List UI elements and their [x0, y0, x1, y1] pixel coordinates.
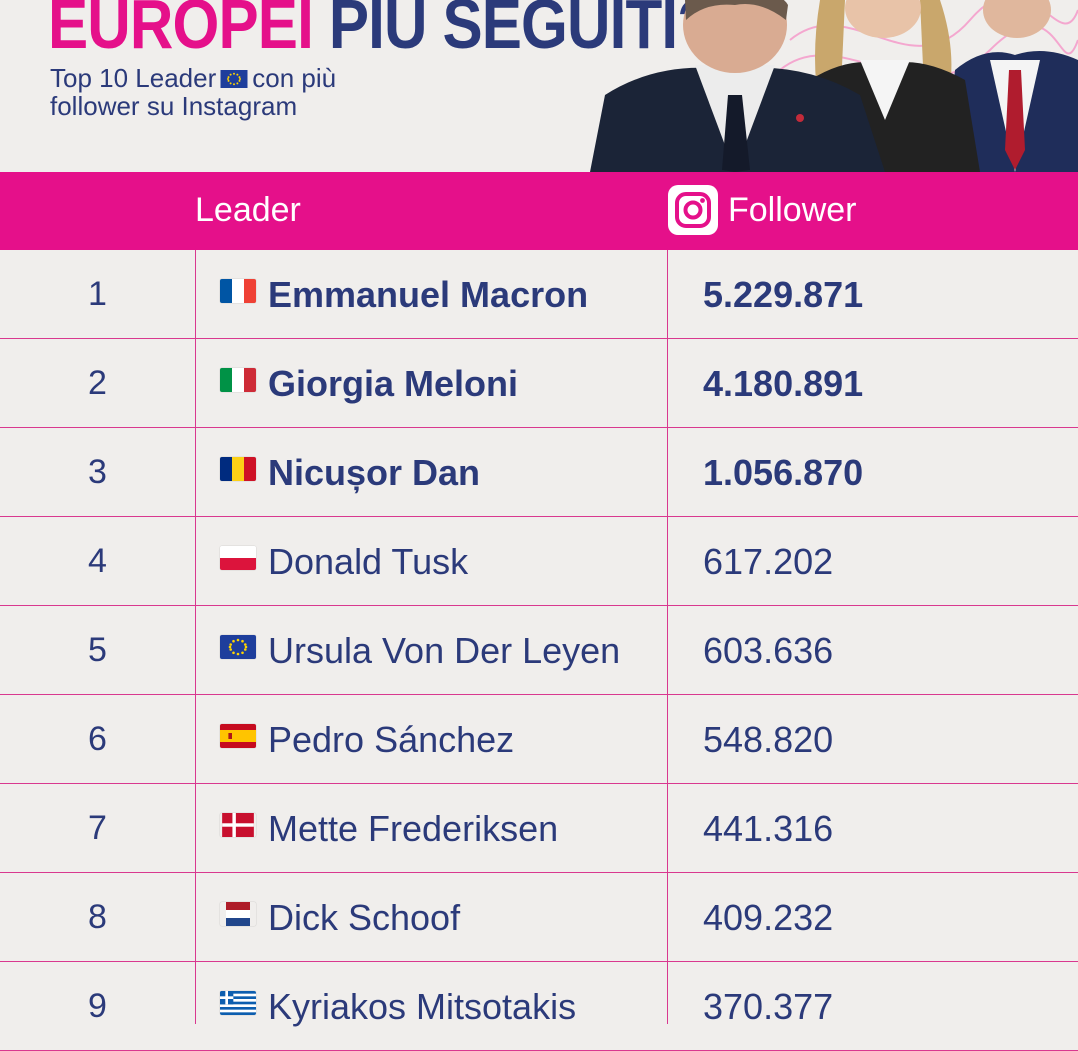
leader-name: Emmanuel Macron: [268, 274, 589, 315]
eu-flag-icon: [220, 635, 256, 659]
rank: 3: [88, 453, 107, 491]
follower-cell: 603.636: [668, 606, 1078, 695]
follower-count: 5.229.871: [703, 274, 864, 315]
follower-count: 441.316: [703, 808, 834, 849]
follower-cell: 548.820: [668, 695, 1078, 784]
leader-cell: Pedro Sánchez: [196, 695, 667, 784]
netherlands-flag-icon: [220, 902, 256, 926]
table-row: 5 Ursula Von Der Leyen 603.636: [0, 606, 1078, 695]
rank: 1: [88, 275, 107, 313]
leader-cell: Dick Schoof: [196, 873, 667, 962]
leader-name: Dick Schoof: [268, 897, 461, 938]
follower-count: 370.377: [703, 986, 834, 1027]
leader-name: Giorgia Meloni: [268, 363, 519, 404]
follower-cell: 5.229.871: [668, 250, 1078, 339]
page-title: EUROPEI PIÙ SEGUITI?: [48, 0, 714, 63]
table-row: 1 Emmanuel Macron 5.229.871: [0, 250, 1078, 339]
portrait-left: [590, 0, 885, 172]
table-header: Leader Follower: [0, 172, 1078, 250]
leader-cell: Giorgia Meloni: [196, 339, 667, 428]
leader-cell: Donald Tusk: [196, 517, 667, 606]
rank: 9: [88, 987, 107, 1025]
table-row: 2 Giorgia Meloni 4.180.891: [0, 339, 1078, 428]
follower-cell: 409.232: [668, 873, 1078, 962]
leader-name: Pedro Sánchez: [268, 719, 515, 760]
column-divider-2: [667, 250, 668, 1024]
romania-flag-icon: [220, 457, 256, 481]
france-flag-icon: [220, 279, 256, 303]
rank: 4: [88, 542, 107, 580]
spain-flag-icon: [220, 724, 256, 748]
subtitle: Top 10 Leader con più follower su Instagr…: [50, 64, 410, 120]
table-row: 6 Pedro Sánchez 548.820: [0, 695, 1078, 784]
leader-portraits: [590, 0, 1078, 172]
column-header-leader: Leader: [195, 191, 301, 229]
portrait-right: [945, 0, 1078, 172]
follower-cell: 617.202: [668, 517, 1078, 606]
rank: 2: [88, 364, 107, 402]
instagram-icon: [668, 185, 718, 235]
title-part-2: PIÙ SEGUITI?: [328, 0, 714, 63]
table-row: 3 Nicușor Dan 1.056.870: [0, 428, 1078, 517]
follower-count: 1.056.870: [703, 452, 864, 493]
italy-flag-icon: [220, 368, 256, 392]
poland-flag-icon: [220, 546, 256, 570]
eu-flag-icon: [220, 70, 248, 88]
subtitle-text-2: con più: [252, 63, 337, 93]
leader-name: Donald Tusk: [268, 541, 469, 582]
leader-cell: Ursula Von Der Leyen: [196, 606, 667, 695]
leader-cell: Kyriakos Mitsotakis: [196, 962, 667, 1051]
leader-name: Ursula Von Der Leyen: [268, 630, 621, 671]
leader-cell: Emmanuel Macron: [196, 250, 667, 339]
subtitle-line-2: follower su Instagram: [50, 91, 298, 121]
column-divider-1: [195, 250, 196, 1024]
rank: 8: [88, 898, 107, 936]
header: EUROPEI PIÙ SEGUITI? Top 10 Leader con pi…: [0, 0, 1078, 172]
greece-flag-icon: [220, 991, 256, 1015]
follower-cell: 370.377: [668, 962, 1078, 1051]
table-row: 8 Dick Schoof 409.232: [0, 873, 1078, 962]
leader-cell: Nicușor Dan: [196, 428, 667, 517]
rank: 6: [88, 720, 107, 758]
leader-cell: Mette Frederiksen: [196, 784, 667, 873]
follower-cell: 1.056.870: [668, 428, 1078, 517]
follower-count: 4.180.891: [703, 363, 864, 404]
follower-count: 409.232: [703, 897, 834, 938]
table-row: 4 Donald Tusk 617.202: [0, 517, 1078, 606]
rank: 5: [88, 631, 107, 669]
title-part-1: EUROPEI: [48, 0, 314, 63]
table-row: 9 Kyriakos Mitsotakis 370.377: [0, 962, 1078, 1051]
follower-cell: 441.316: [668, 784, 1078, 873]
follower-count: 548.820: [703, 719, 834, 760]
follower-count: 617.202: [703, 541, 834, 582]
rank: 7: [88, 809, 107, 847]
follower-count: 603.636: [703, 630, 834, 671]
follower-cell: 4.180.891: [668, 339, 1078, 428]
column-header-follower: Follower: [728, 191, 857, 229]
table-row: 7 Mette Frederiksen 441.316: [0, 784, 1078, 873]
leader-name: Kyriakos Mitsotakis: [268, 986, 577, 1027]
denmark-flag-icon: [220, 813, 256, 837]
leader-name: Mette Frederiksen: [268, 808, 559, 849]
subtitle-text-1: Top 10 Leader: [50, 63, 217, 93]
leader-name: Nicușor Dan: [268, 452, 481, 493]
